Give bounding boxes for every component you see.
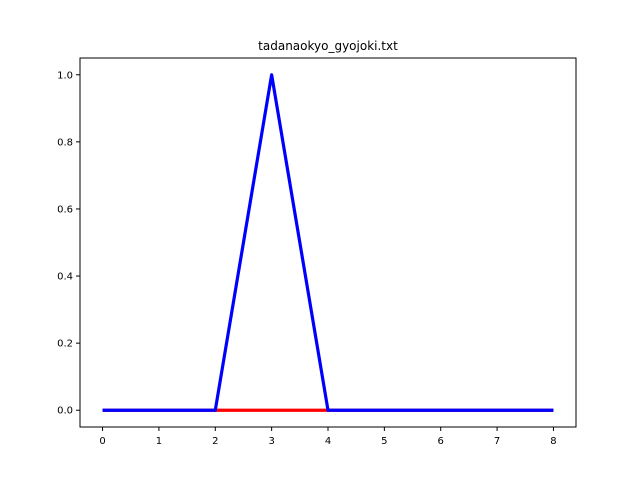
y-tick-label: 1.0 [57,70,73,81]
x-tick-label: 1 [156,436,162,447]
series-layer [102,73,554,412]
y-tick-label: 0.4 [57,272,73,283]
x-tick-label: 2 [212,436,218,447]
y-tick-label: 0.2 [57,339,73,350]
x-tick-label: 4 [325,436,331,447]
x-tick-label: 5 [381,436,387,447]
x-axis: 0 1 2 3 4 5 6 7 8 [99,427,557,447]
y-tick-label: 0.0 [57,406,73,417]
x-tick-label: 7 [494,436,500,447]
x-tick-label: 6 [438,436,444,447]
x-tick-label: 3 [268,436,274,447]
series-line-1 [102,73,554,412]
y-axis: 0.0 0.2 0.4 0.6 0.8 1.0 [57,70,80,417]
x-tick-label: 0 [99,436,105,447]
y-tick-label: 0.6 [57,204,73,215]
chart-title: tadanaokyo_gyojoki.txt [258,39,398,53]
x-tick-label: 8 [550,436,556,447]
y-tick-label: 0.8 [57,137,73,148]
